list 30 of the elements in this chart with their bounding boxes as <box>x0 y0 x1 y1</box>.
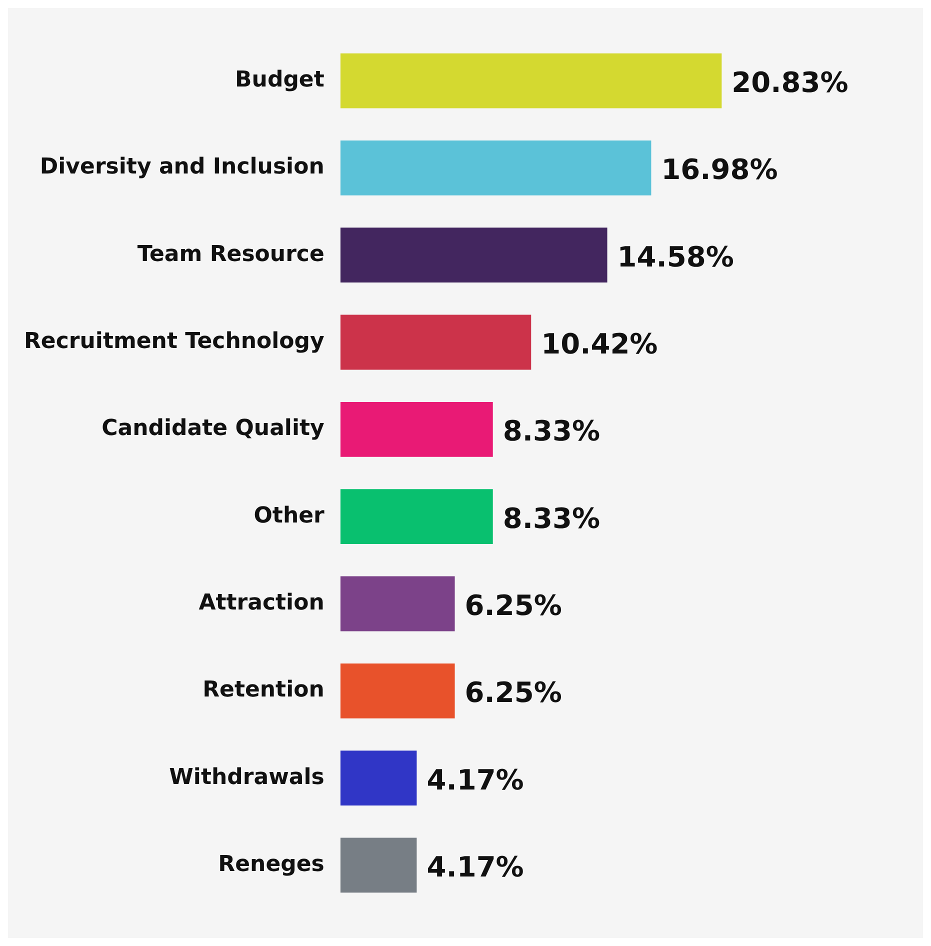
data-label: 10.42% <box>541 328 658 361</box>
data-label: 4.17% <box>426 763 524 796</box>
bar <box>340 750 417 806</box>
y-tick-label: Recruitment Technology <box>24 328 324 354</box>
y-tick-label: Attraction <box>198 590 324 616</box>
bar <box>340 489 493 544</box>
data-label: 8.33% <box>502 414 600 448</box>
y-tick-label: Diversity and Inclusion <box>40 154 324 180</box>
bar <box>340 838 417 893</box>
bar <box>340 663 455 718</box>
data-label: 16.98% <box>661 153 778 186</box>
data-label: 20.83% <box>732 66 848 100</box>
bar <box>340 576 455 632</box>
data-label: 4.17% <box>426 850 524 884</box>
y-tick-label: Reneges <box>218 852 324 877</box>
data-label: 6.25% <box>464 589 562 622</box>
data-label: 8.33% <box>502 502 600 535</box>
y-tick-label: Candidate Quality <box>102 416 324 442</box>
y-tick-label: Other <box>254 503 325 528</box>
data-label: 6.25% <box>464 676 562 710</box>
bar <box>340 314 532 370</box>
bar <box>340 402 493 457</box>
data-label: 14.58% <box>617 240 734 274</box>
bar <box>340 53 722 108</box>
y-tick-label: Team Resource <box>137 242 324 267</box>
bar <box>340 228 608 283</box>
y-tick-label: Retention <box>202 678 324 703</box>
y-tick-label: Withdrawals <box>169 764 324 790</box>
y-tick-label: Budget <box>235 68 325 92</box>
bar <box>340 140 652 196</box>
